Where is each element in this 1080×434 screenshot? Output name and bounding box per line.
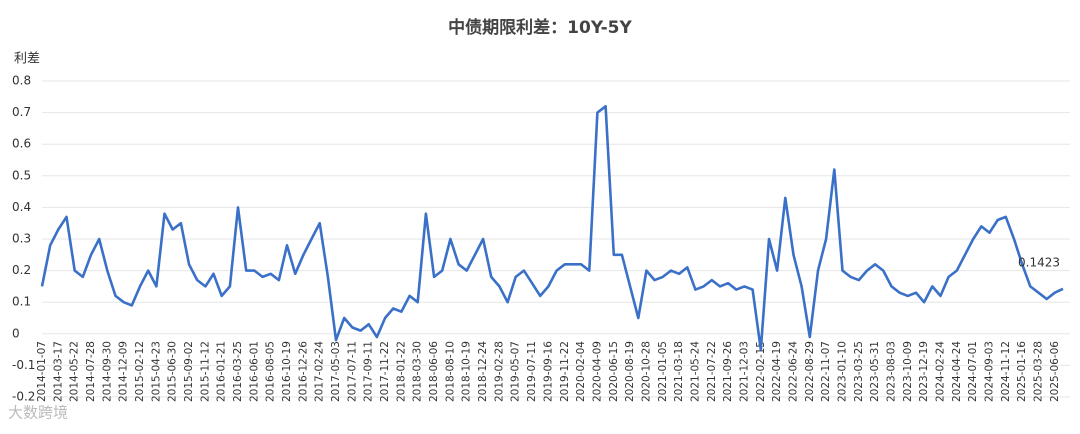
data-label: 0.1423	[1018, 255, 1060, 269]
x-tick-label: 2019-02-28	[493, 341, 505, 402]
x-tick-label: 2023-10-09	[902, 341, 914, 402]
x-tick-label: 2018-03-30	[412, 341, 424, 402]
x-tick-label: 2023-05-31	[869, 341, 881, 402]
x-tick-label: 2024-07-01	[967, 341, 979, 402]
x-tick-label: 2016-10-19	[281, 341, 293, 402]
y-tick-label: 0.3	[12, 232, 31, 246]
y-tick-label: 0.5	[12, 168, 31, 182]
x-tick-label: 2015-02-12	[134, 341, 146, 402]
x-tick-label: 2016-12-26	[297, 341, 309, 402]
x-tick-label: 2024-11-12	[1000, 341, 1012, 402]
x-tick-label: 2022-06-24	[787, 341, 799, 402]
x-tick-label: 2022-04-19	[771, 341, 783, 402]
x-tick-label: 2014-05-22	[69, 341, 81, 402]
y-tick-label: 0.6	[12, 137, 31, 151]
x-tick-label: 2022-02-15	[755, 341, 767, 402]
x-tick-label: 2023-08-03	[885, 341, 897, 402]
x-tick-label: 2014-01-07	[36, 341, 48, 402]
data-line	[40, 105, 1064, 351]
x-tick-label: 2022-11-07	[820, 341, 832, 402]
x-tick-label: 2019-05-07	[510, 341, 522, 402]
y-tick-label: 0.1	[12, 295, 31, 309]
x-tick-label: 2023-01-10	[836, 341, 848, 402]
x-tick-label: 2016-08-05	[265, 341, 277, 402]
y-tick-label: 0	[12, 326, 20, 340]
chart-title: 中债期限利差：10Y-5Y	[448, 17, 632, 38]
x-tick-label: 2017-05-03	[330, 341, 342, 402]
x-tick-label: 2018-10-19	[461, 341, 473, 402]
x-tick-label: 2019-11-22	[559, 341, 571, 402]
x-tick-label: 2017-07-11	[346, 341, 358, 402]
x-tick-label: 2020-04-09	[591, 341, 603, 402]
x-tick-label: 2020-08-19	[624, 341, 636, 402]
x-tick-label: 2015-11-12	[199, 341, 211, 402]
y-axis-label: 利差	[14, 52, 40, 67]
y-tick-label: 0.4	[12, 200, 31, 214]
x-tick-label: 2015-06-30	[167, 341, 179, 402]
x-tick-label: 2023-12-19	[918, 341, 930, 402]
x-tick-label: 2020-10-28	[640, 341, 652, 402]
x-tick-label: 2021-05-24	[689, 341, 701, 402]
x-tick-label: 2025-06-06	[1049, 341, 1061, 402]
x-tick-label: 2014-03-17	[52, 341, 64, 402]
x-tick-label: 2021-12-03	[738, 341, 750, 402]
x-tick-label: 2024-02-24	[934, 341, 946, 402]
x-tick-label: 2022-08-29	[804, 341, 816, 402]
x-tick-label: 2015-09-02	[183, 341, 195, 402]
x-tick-label: 2023-03-25	[853, 341, 865, 402]
x-tick-label: 2018-06-06	[428, 341, 440, 402]
x-tick-label: 2014-07-28	[85, 341, 97, 402]
x-tick-label: 2016-03-25	[232, 341, 244, 402]
x-tick-label: 2024-04-24	[951, 341, 963, 402]
x-tick-label: 2018-08-10	[444, 341, 456, 402]
x-tick-label: 2016-01-21	[216, 341, 228, 402]
x-tick-label: 2017-11-22	[379, 341, 391, 402]
y-tick-label: -0.1	[12, 358, 35, 372]
x-tick-label: 2018-01-22	[395, 341, 407, 402]
x-tick-label: 2020-02-04	[575, 341, 587, 402]
y-tick-label: -0.2	[12, 390, 35, 404]
x-tick-label: 2025-01-16	[1016, 341, 1028, 402]
y-tick-label: 0.8	[12, 74, 31, 88]
x-tick-label: 2016-06-01	[248, 341, 260, 402]
x-tick-label: 2024-09-03	[983, 341, 995, 402]
x-tick-label: 2021-03-18	[673, 341, 685, 402]
x-tick-label: 2015-04-23	[150, 341, 162, 402]
x-tick-label: 2019-09-16	[542, 341, 554, 402]
watermark: 大数跨境	[8, 404, 68, 422]
x-tick-label: 2021-01-05	[657, 341, 669, 402]
x-tick-label: 2019-07-11	[526, 341, 538, 402]
x-tick-label: 2017-09-11	[363, 341, 375, 402]
x-tick-label: 2021-07-22	[706, 341, 718, 402]
y-tick-label: 0.7	[12, 105, 31, 119]
x-tick-label: 2020-06-15	[608, 341, 620, 402]
x-tick-label: 2014-09-30	[101, 341, 113, 402]
x-tick-label: 2021-09-26	[722, 341, 734, 402]
x-tick-label: 2017-02-24	[314, 341, 326, 402]
x-tick-label: 2014-12-09	[118, 341, 130, 402]
x-tick-label: 2025-03-28	[1032, 341, 1044, 402]
y-tick-label: 0.2	[12, 263, 31, 277]
x-tick-label: 2018-12-24	[477, 341, 489, 402]
